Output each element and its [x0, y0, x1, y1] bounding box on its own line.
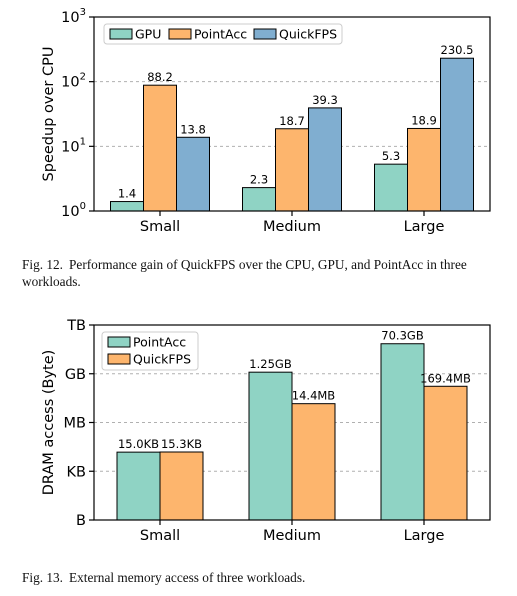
bar — [440, 57, 474, 212]
legend-swatch — [168, 28, 192, 40]
legend-label: PointAcc — [133, 335, 186, 350]
fig13-number: Fig. 13. — [22, 570, 64, 585]
bar — [308, 107, 342, 212]
data-label: 1.25GB — [249, 357, 292, 371]
data-label: 15.0KB — [118, 437, 159, 451]
data-label: 18.9 — [411, 113, 437, 127]
legend-swatch — [109, 28, 133, 40]
bar — [291, 403, 336, 521]
legend-label: QuickFPS — [279, 27, 337, 42]
fig12-number: Fig. 12. — [22, 257, 64, 272]
y-tick-label: 102 — [61, 72, 86, 91]
category-label: Large — [404, 528, 445, 544]
bar — [380, 343, 425, 521]
y-tick-label: GB — [65, 367, 86, 383]
data-label: 1.4 — [118, 187, 136, 201]
data-label: 88.2 — [147, 70, 173, 84]
legend-label: PointAcc — [194, 27, 247, 42]
bar — [374, 163, 408, 212]
bar — [116, 451, 161, 521]
y-axis-label: DRAM access (Byte) — [41, 350, 57, 496]
y-tick-label: B — [76, 513, 86, 529]
y-tick-label: MB — [64, 416, 86, 432]
category-label: Small — [140, 219, 180, 235]
fig12-text: Performance gain of QuickFPS over the CP… — [22, 257, 467, 289]
data-label: 169.4MB — [420, 371, 471, 385]
dram-access-chart: 15.0KB 15.3KB Small 1.25GB 14.4MB Medium 70.3G… — [41, 318, 491, 544]
category-label: Medium — [263, 219, 321, 235]
bar — [110, 201, 144, 212]
bar — [176, 136, 210, 212]
data-label: 2.3 — [250, 173, 268, 187]
fig12-caption: Fig. 12. Performance gain of QuickFPS ove… — [22, 256, 514, 290]
legend-swatch — [253, 28, 277, 40]
legend-label: GPU — [135, 27, 161, 42]
y-tick-label: 101 — [61, 136, 86, 155]
data-label: 70.3GB — [381, 329, 424, 343]
legend-swatch — [107, 353, 131, 365]
category-label: Medium — [263, 528, 321, 544]
y-tick-label: KB — [67, 464, 86, 480]
data-label: 15.3KB — [161, 437, 202, 451]
bar — [159, 451, 204, 521]
data-label: 18.7 — [279, 114, 305, 128]
category-label: Small — [140, 528, 180, 544]
data-label: 5.3 — [382, 149, 400, 163]
data-label: 13.8 — [180, 122, 206, 136]
bar — [242, 187, 276, 212]
data-label: 14.4MB — [292, 389, 336, 403]
bar — [275, 128, 309, 212]
legend-label: QuickFPS — [133, 352, 191, 367]
bar — [248, 371, 293, 521]
category-label: Large — [404, 219, 445, 235]
bar — [143, 84, 177, 212]
legend-box — [103, 23, 343, 45]
y-tick-label: 103 — [61, 7, 86, 26]
data-label: 230.5 — [441, 43, 474, 57]
y-axis-label: Speedup over CPU — [41, 47, 57, 182]
bar — [407, 127, 441, 212]
speedup-chart: 1.4 88.2 13.8 Small 2.3 18.7 39.3 Medium 5.3 18.9… — [41, 7, 491, 235]
y-tick-label: TB — [66, 318, 86, 334]
y-tick-label: 100 — [61, 201, 86, 220]
bar — [423, 385, 468, 521]
data-label: 39.3 — [312, 93, 338, 107]
fig13-caption: Fig. 13. External memory access of three … — [22, 569, 514, 586]
fig13-text: External memory access of three workload… — [69, 570, 306, 585]
legend-swatch — [107, 336, 131, 348]
